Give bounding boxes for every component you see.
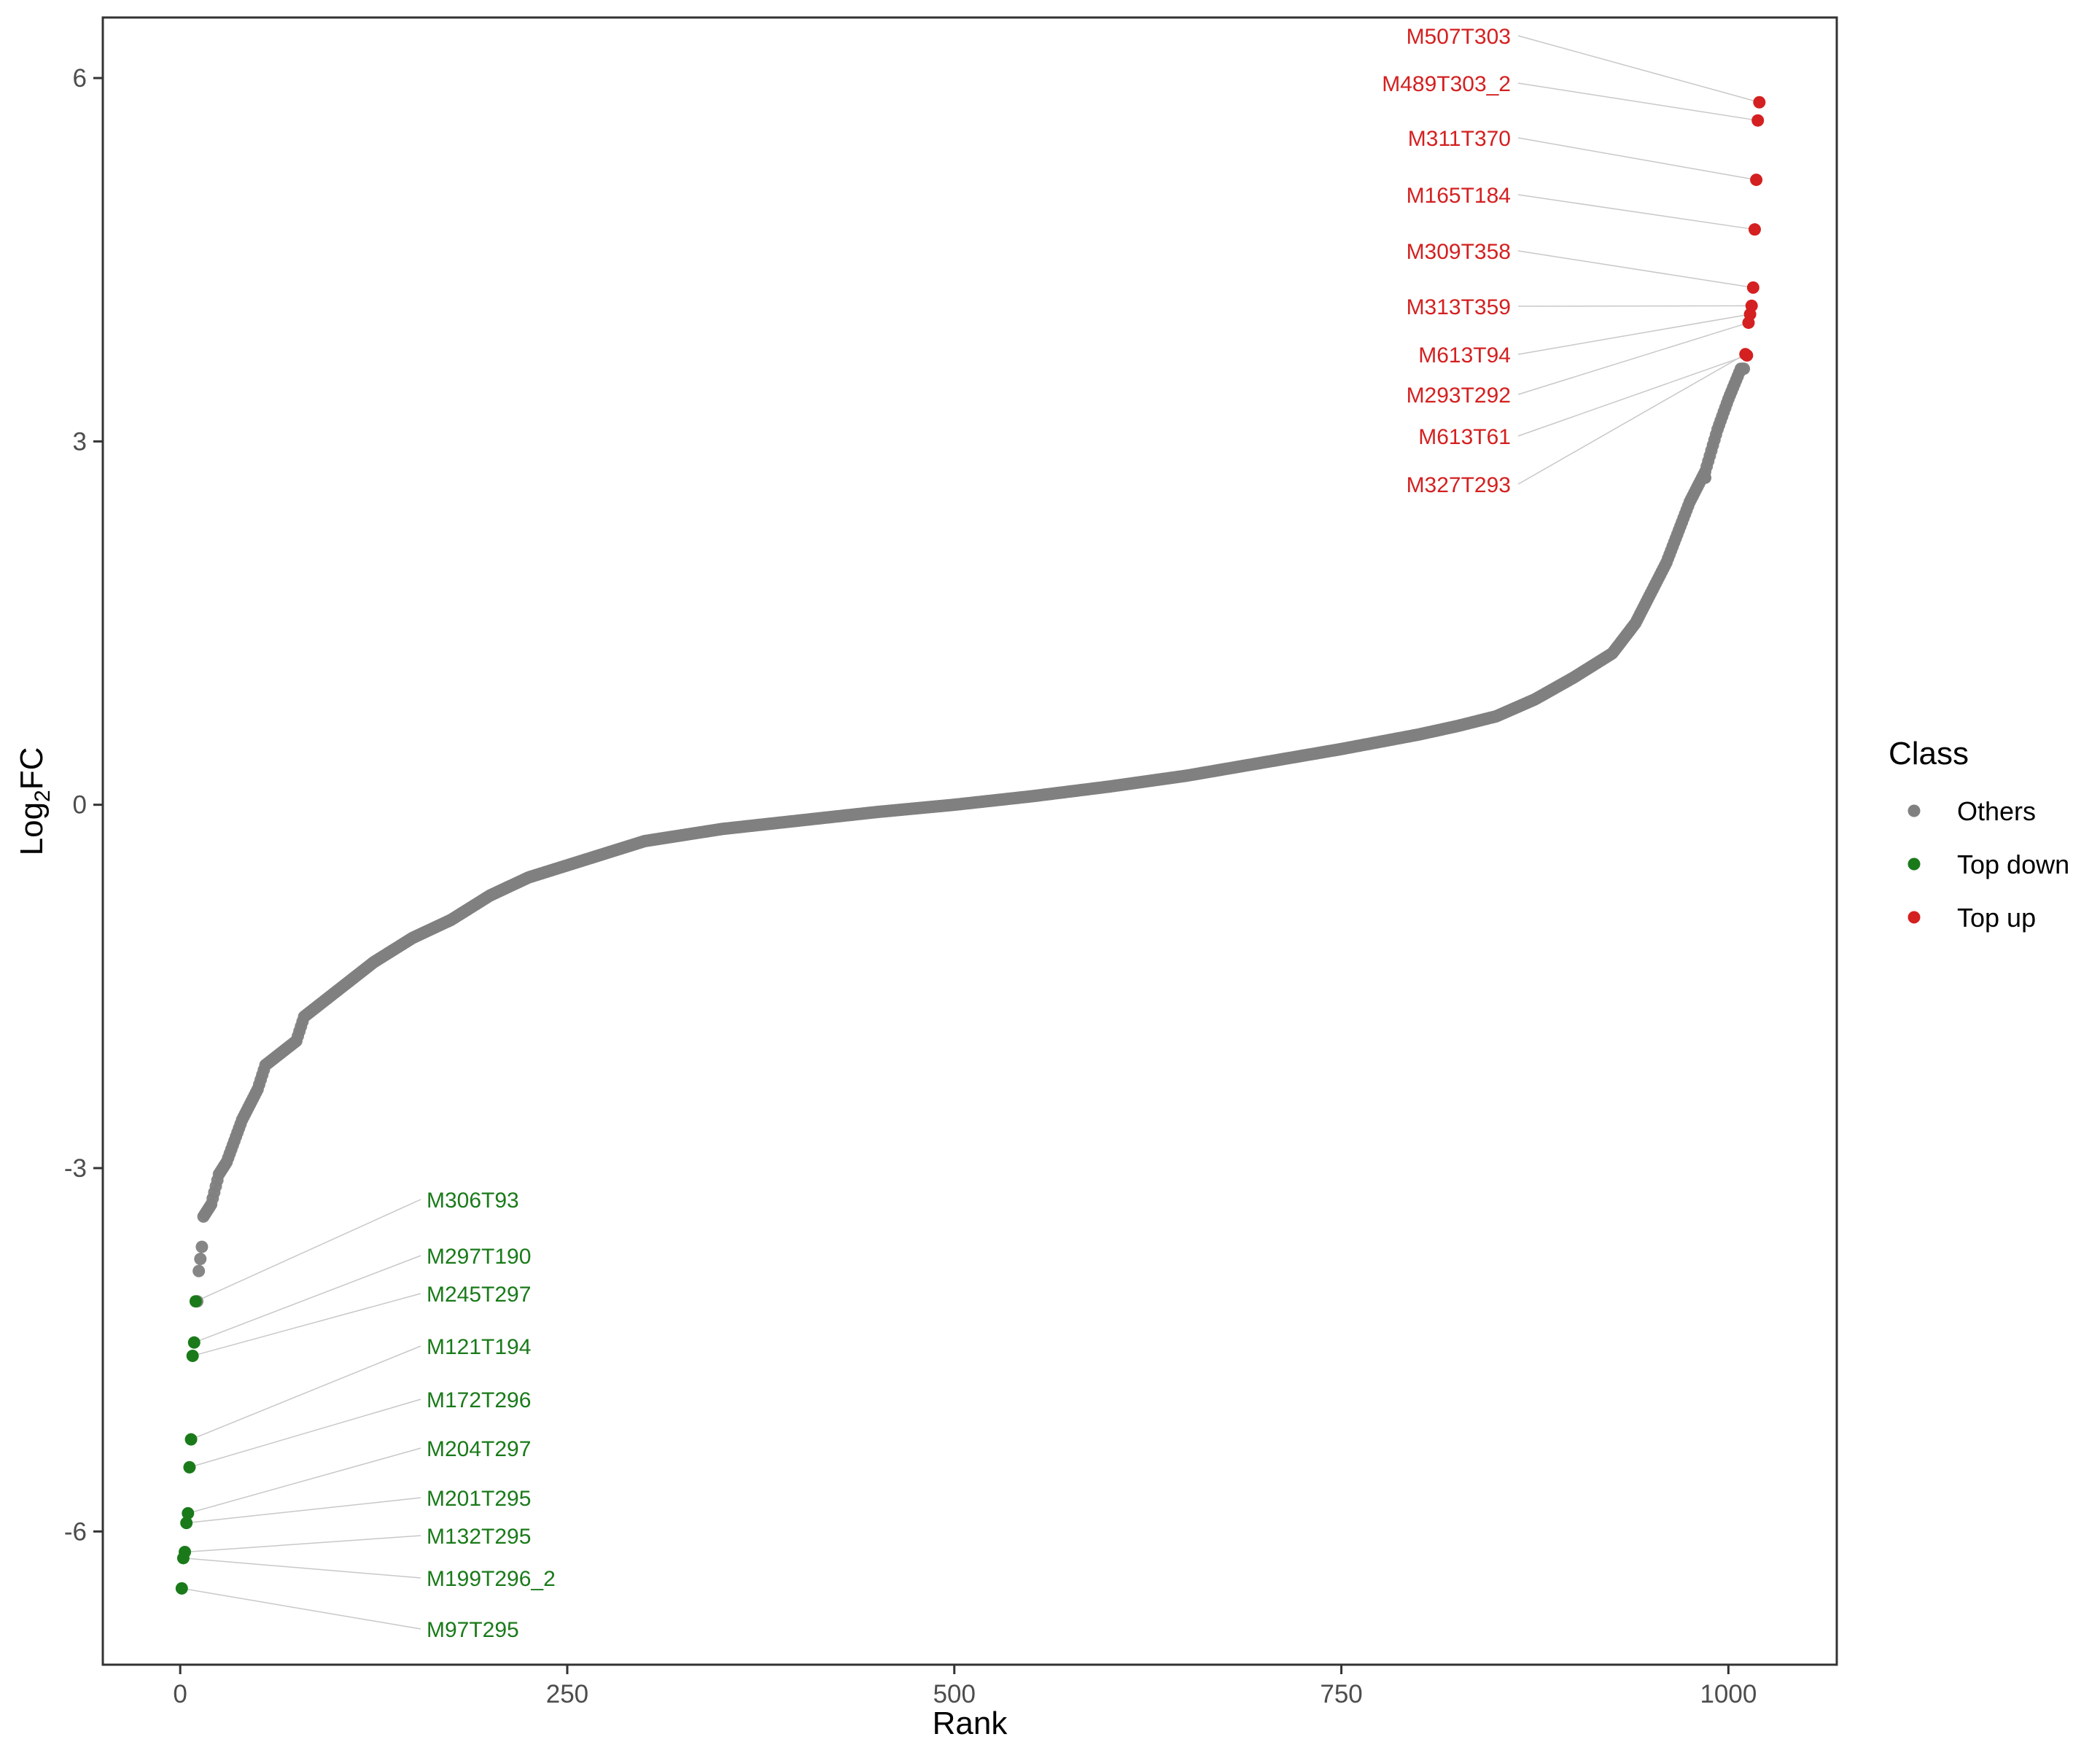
connector-line xyxy=(1517,250,1754,289)
point-top-up xyxy=(1751,114,1765,127)
point-label-top-down: M306T93 xyxy=(427,1189,519,1213)
point-label-top-up: M507T303 xyxy=(1407,25,1511,49)
point-top-down xyxy=(175,1582,188,1595)
point-top-up xyxy=(1750,174,1763,187)
point-label-top-up: M613T94 xyxy=(1418,343,1511,368)
point-label-top-down: M132T295 xyxy=(427,1525,531,1549)
point-labels: M97T295 M199T296_2 M132T295 M201T295 M204T29… xyxy=(427,25,1511,1642)
connector-line xyxy=(186,1497,421,1524)
connector-line xyxy=(183,1558,421,1579)
point-top-up xyxy=(1745,299,1758,312)
point-label-top-down: M204T297 xyxy=(427,1437,531,1461)
point-top-down xyxy=(182,1506,195,1520)
x-tick-label: 500 xyxy=(933,1680,976,1708)
legend-key-top-down xyxy=(1908,858,1921,871)
y-tick-label: -6 xyxy=(64,1517,87,1546)
point-label-top-up: M613T61 xyxy=(1418,425,1511,449)
connector-line xyxy=(1517,354,1748,437)
connector-line xyxy=(194,1255,421,1343)
connector-line xyxy=(1517,194,1755,230)
legend-label-top-down: Top down xyxy=(1957,849,2069,879)
point-others xyxy=(1699,471,1712,484)
point-label-top-up: M489T303_2 xyxy=(1382,72,1511,96)
y-tick-label: 0 xyxy=(73,791,87,820)
point-top-down xyxy=(187,1336,201,1349)
legend-title: Class xyxy=(1889,736,1969,771)
point-top-down xyxy=(184,1433,198,1446)
connector-line xyxy=(195,1199,421,1302)
point-top-down xyxy=(180,1517,193,1530)
point-label-top-down: M199T296_2 xyxy=(427,1567,556,1591)
point-label-top-down: M297T190 xyxy=(427,1245,531,1269)
connector-line xyxy=(1517,354,1746,485)
y-axis-title: Log2FC xyxy=(14,747,55,856)
y-tick-label: 3 xyxy=(73,427,87,456)
label-connectors xyxy=(182,35,1760,1630)
point-others xyxy=(1738,362,1751,376)
connector-line xyxy=(184,1535,421,1553)
point-top-up xyxy=(1753,96,1766,109)
point-label-top-up: M165T184 xyxy=(1407,184,1511,208)
point-others xyxy=(192,1264,206,1278)
point-label-top-down: M201T295 xyxy=(427,1487,531,1511)
point-top-down xyxy=(183,1461,196,1474)
point-label-top-down: M172T296 xyxy=(427,1388,531,1412)
connector-line xyxy=(1517,137,1757,181)
y-tick-label: 6 xyxy=(73,64,87,93)
legend-key-top-up xyxy=(1908,911,1921,924)
others-points xyxy=(191,362,1751,1308)
connector-line xyxy=(187,1447,421,1514)
point-top-up xyxy=(1748,223,1761,236)
x-tick-label: 1000 xyxy=(1700,1680,1757,1708)
x-tick-label: 0 xyxy=(173,1680,187,1708)
connector-line xyxy=(192,1293,421,1357)
plot-panel-border xyxy=(101,16,1838,1666)
legend: Class Others Top down Top up xyxy=(1889,736,2069,933)
point-label-top-down: M97T295 xyxy=(427,1618,519,1642)
x-tick-label: 250 xyxy=(546,1680,588,1708)
x-axis-title: Rank xyxy=(933,1706,1008,1741)
point-label-top-up: M293T292 xyxy=(1407,384,1511,408)
point-others xyxy=(194,1253,207,1266)
point-top-down xyxy=(186,1349,199,1362)
connector-line xyxy=(189,1399,421,1468)
legend-key-others xyxy=(1908,804,1921,817)
connector-line xyxy=(1517,314,1751,355)
connector-line xyxy=(190,1345,421,1440)
point-top-down xyxy=(189,1295,202,1308)
legend-label-others: Others xyxy=(1957,796,2036,826)
x-tick-label: 750 xyxy=(1320,1680,1362,1708)
connector-line xyxy=(1517,35,1760,103)
y-axis-title-subscript: 2 xyxy=(31,790,55,802)
point-label-top-up: M313T359 xyxy=(1407,295,1511,319)
legend-label-top-up: Top up xyxy=(1957,903,2036,933)
x-axis: 0 250 500 750 1000 xyxy=(173,1665,1757,1708)
y-axis: 6 3 0 -3 -6 xyxy=(64,64,103,1546)
y-axis-title-rest: FC xyxy=(14,747,50,790)
point-label-top-up: M311T370 xyxy=(1408,127,1511,151)
y-tick-label: -3 xyxy=(64,1154,87,1183)
connector-line xyxy=(182,1587,421,1630)
point-label-top-down: M245T297 xyxy=(427,1283,531,1307)
point-top-up xyxy=(1741,349,1754,362)
connector-line xyxy=(1517,82,1758,121)
connector-line xyxy=(1517,322,1749,395)
point-top-down xyxy=(179,1546,192,1559)
point-label-top-up: M309T358 xyxy=(1407,240,1511,264)
point-label-top-down: M121T194 xyxy=(427,1335,531,1359)
point-others xyxy=(195,1240,209,1253)
highlight-points xyxy=(175,96,1766,1595)
point-label-top-up: M327T293 xyxy=(1407,473,1511,497)
point-top-up xyxy=(1746,281,1759,294)
y-axis-title-main: Log xyxy=(14,802,50,855)
